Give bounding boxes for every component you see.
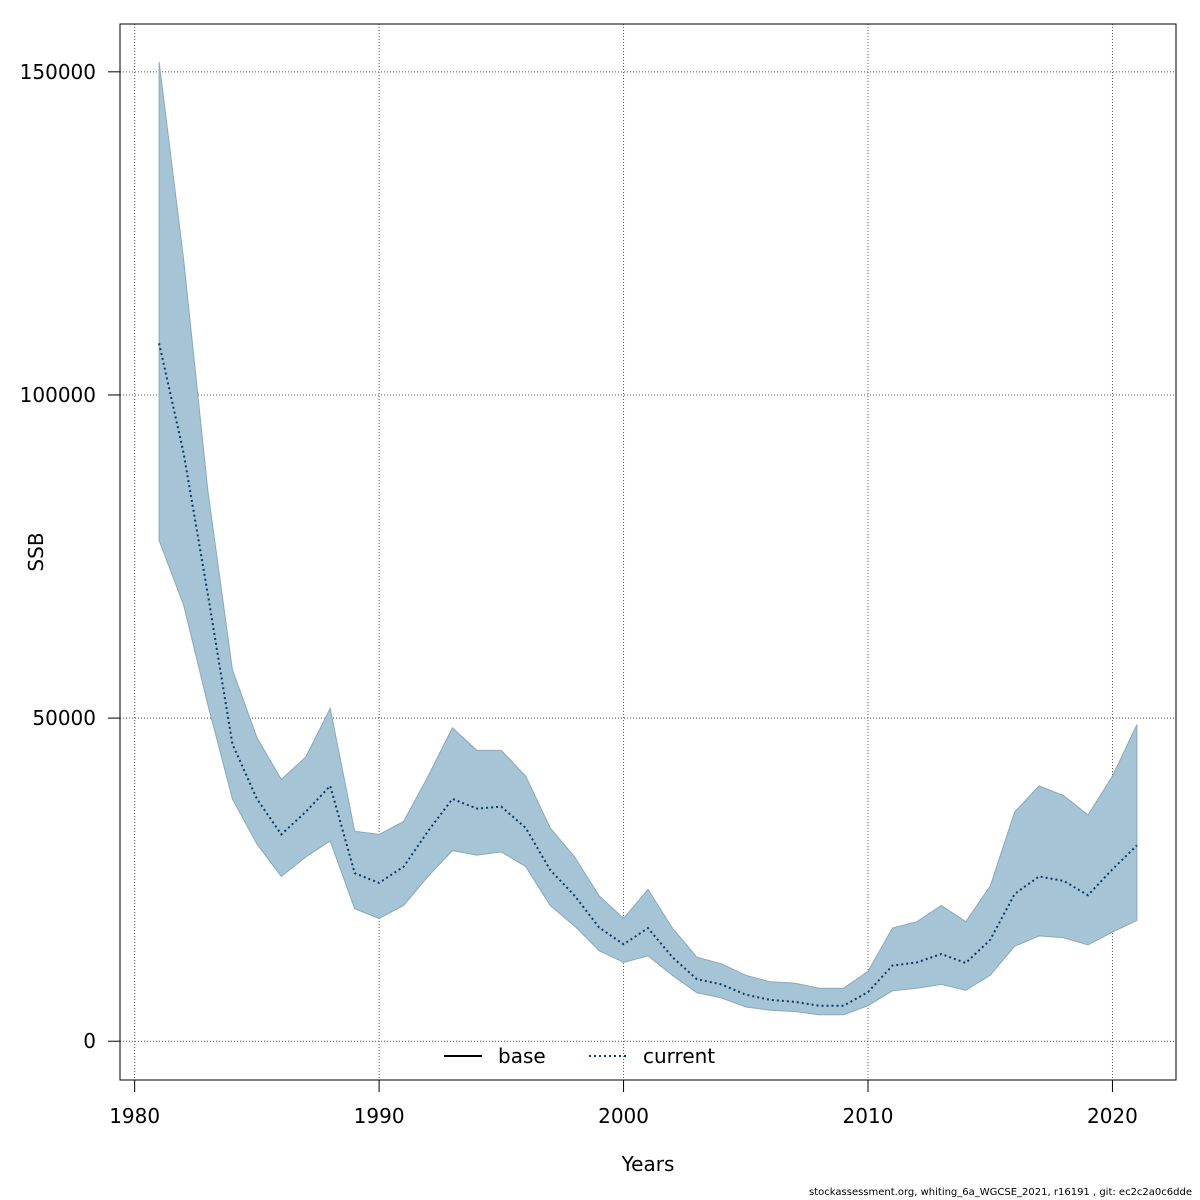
footer-credit: stockassessment.org, whiting_6a_WGCSE_20… bbox=[809, 1187, 1192, 1198]
y-axis-title: SSB bbox=[24, 532, 48, 571]
x-tick-label-1990: 1990 bbox=[354, 1104, 405, 1128]
x-tick-label-2010: 2010 bbox=[843, 1104, 894, 1128]
y-tick-label-0: 0 bbox=[83, 1029, 96, 1053]
x-tick-label-1980: 1980 bbox=[109, 1104, 160, 1128]
legend-label-current: current bbox=[643, 1044, 715, 1068]
x-axis-title: Years bbox=[621, 1152, 675, 1176]
series-lines-layer bbox=[158, 343, 1138, 1007]
y-tick-label-50000: 50000 bbox=[32, 706, 96, 730]
legend: base current bbox=[444, 1044, 715, 1068]
y-tick-label-100000: 100000 bbox=[20, 383, 96, 407]
x-tick-label-2020: 2020 bbox=[1087, 1104, 1138, 1128]
legend-label-base: base bbox=[498, 1044, 546, 1068]
series-line-current bbox=[158, 343, 1138, 1007]
y-tick-label-150000: 150000 bbox=[20, 60, 96, 84]
confidence-band bbox=[158, 62, 1138, 1016]
axes: 1980 1990 2000 2010 2020 0 50000 100000 150000 bbox=[20, 60, 1138, 1128]
confidence-band-layer bbox=[158, 62, 1138, 1016]
x-tick-label-2000: 2000 bbox=[598, 1104, 649, 1128]
